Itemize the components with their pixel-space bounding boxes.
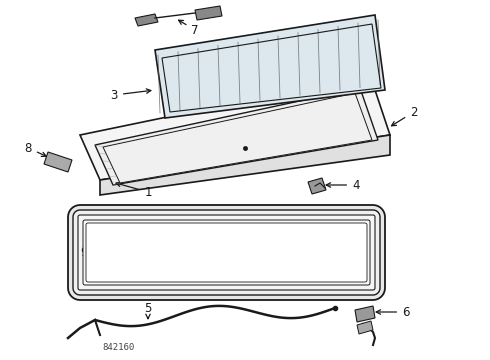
- Polygon shape: [155, 15, 385, 118]
- Text: 1: 1: [116, 182, 152, 198]
- Text: 9: 9: [80, 231, 98, 260]
- Text: 3: 3: [111, 89, 151, 102]
- Polygon shape: [308, 178, 326, 194]
- Polygon shape: [195, 6, 222, 20]
- Text: 5: 5: [145, 302, 152, 319]
- Polygon shape: [355, 306, 375, 322]
- Polygon shape: [100, 135, 390, 195]
- Polygon shape: [80, 75, 390, 180]
- Polygon shape: [95, 88, 378, 185]
- Text: 4: 4: [326, 179, 360, 192]
- Polygon shape: [68, 205, 385, 300]
- Text: 842160: 842160: [102, 343, 134, 352]
- Text: 6: 6: [376, 306, 410, 319]
- Text: 2: 2: [392, 105, 417, 126]
- Polygon shape: [78, 215, 375, 290]
- Polygon shape: [357, 321, 373, 334]
- Text: 7: 7: [178, 20, 199, 36]
- Polygon shape: [86, 223, 367, 282]
- Polygon shape: [103, 93, 372, 183]
- Polygon shape: [83, 220, 370, 285]
- Polygon shape: [73, 210, 380, 295]
- Text: 8: 8: [24, 141, 46, 156]
- Polygon shape: [135, 14, 158, 26]
- Polygon shape: [44, 152, 72, 172]
